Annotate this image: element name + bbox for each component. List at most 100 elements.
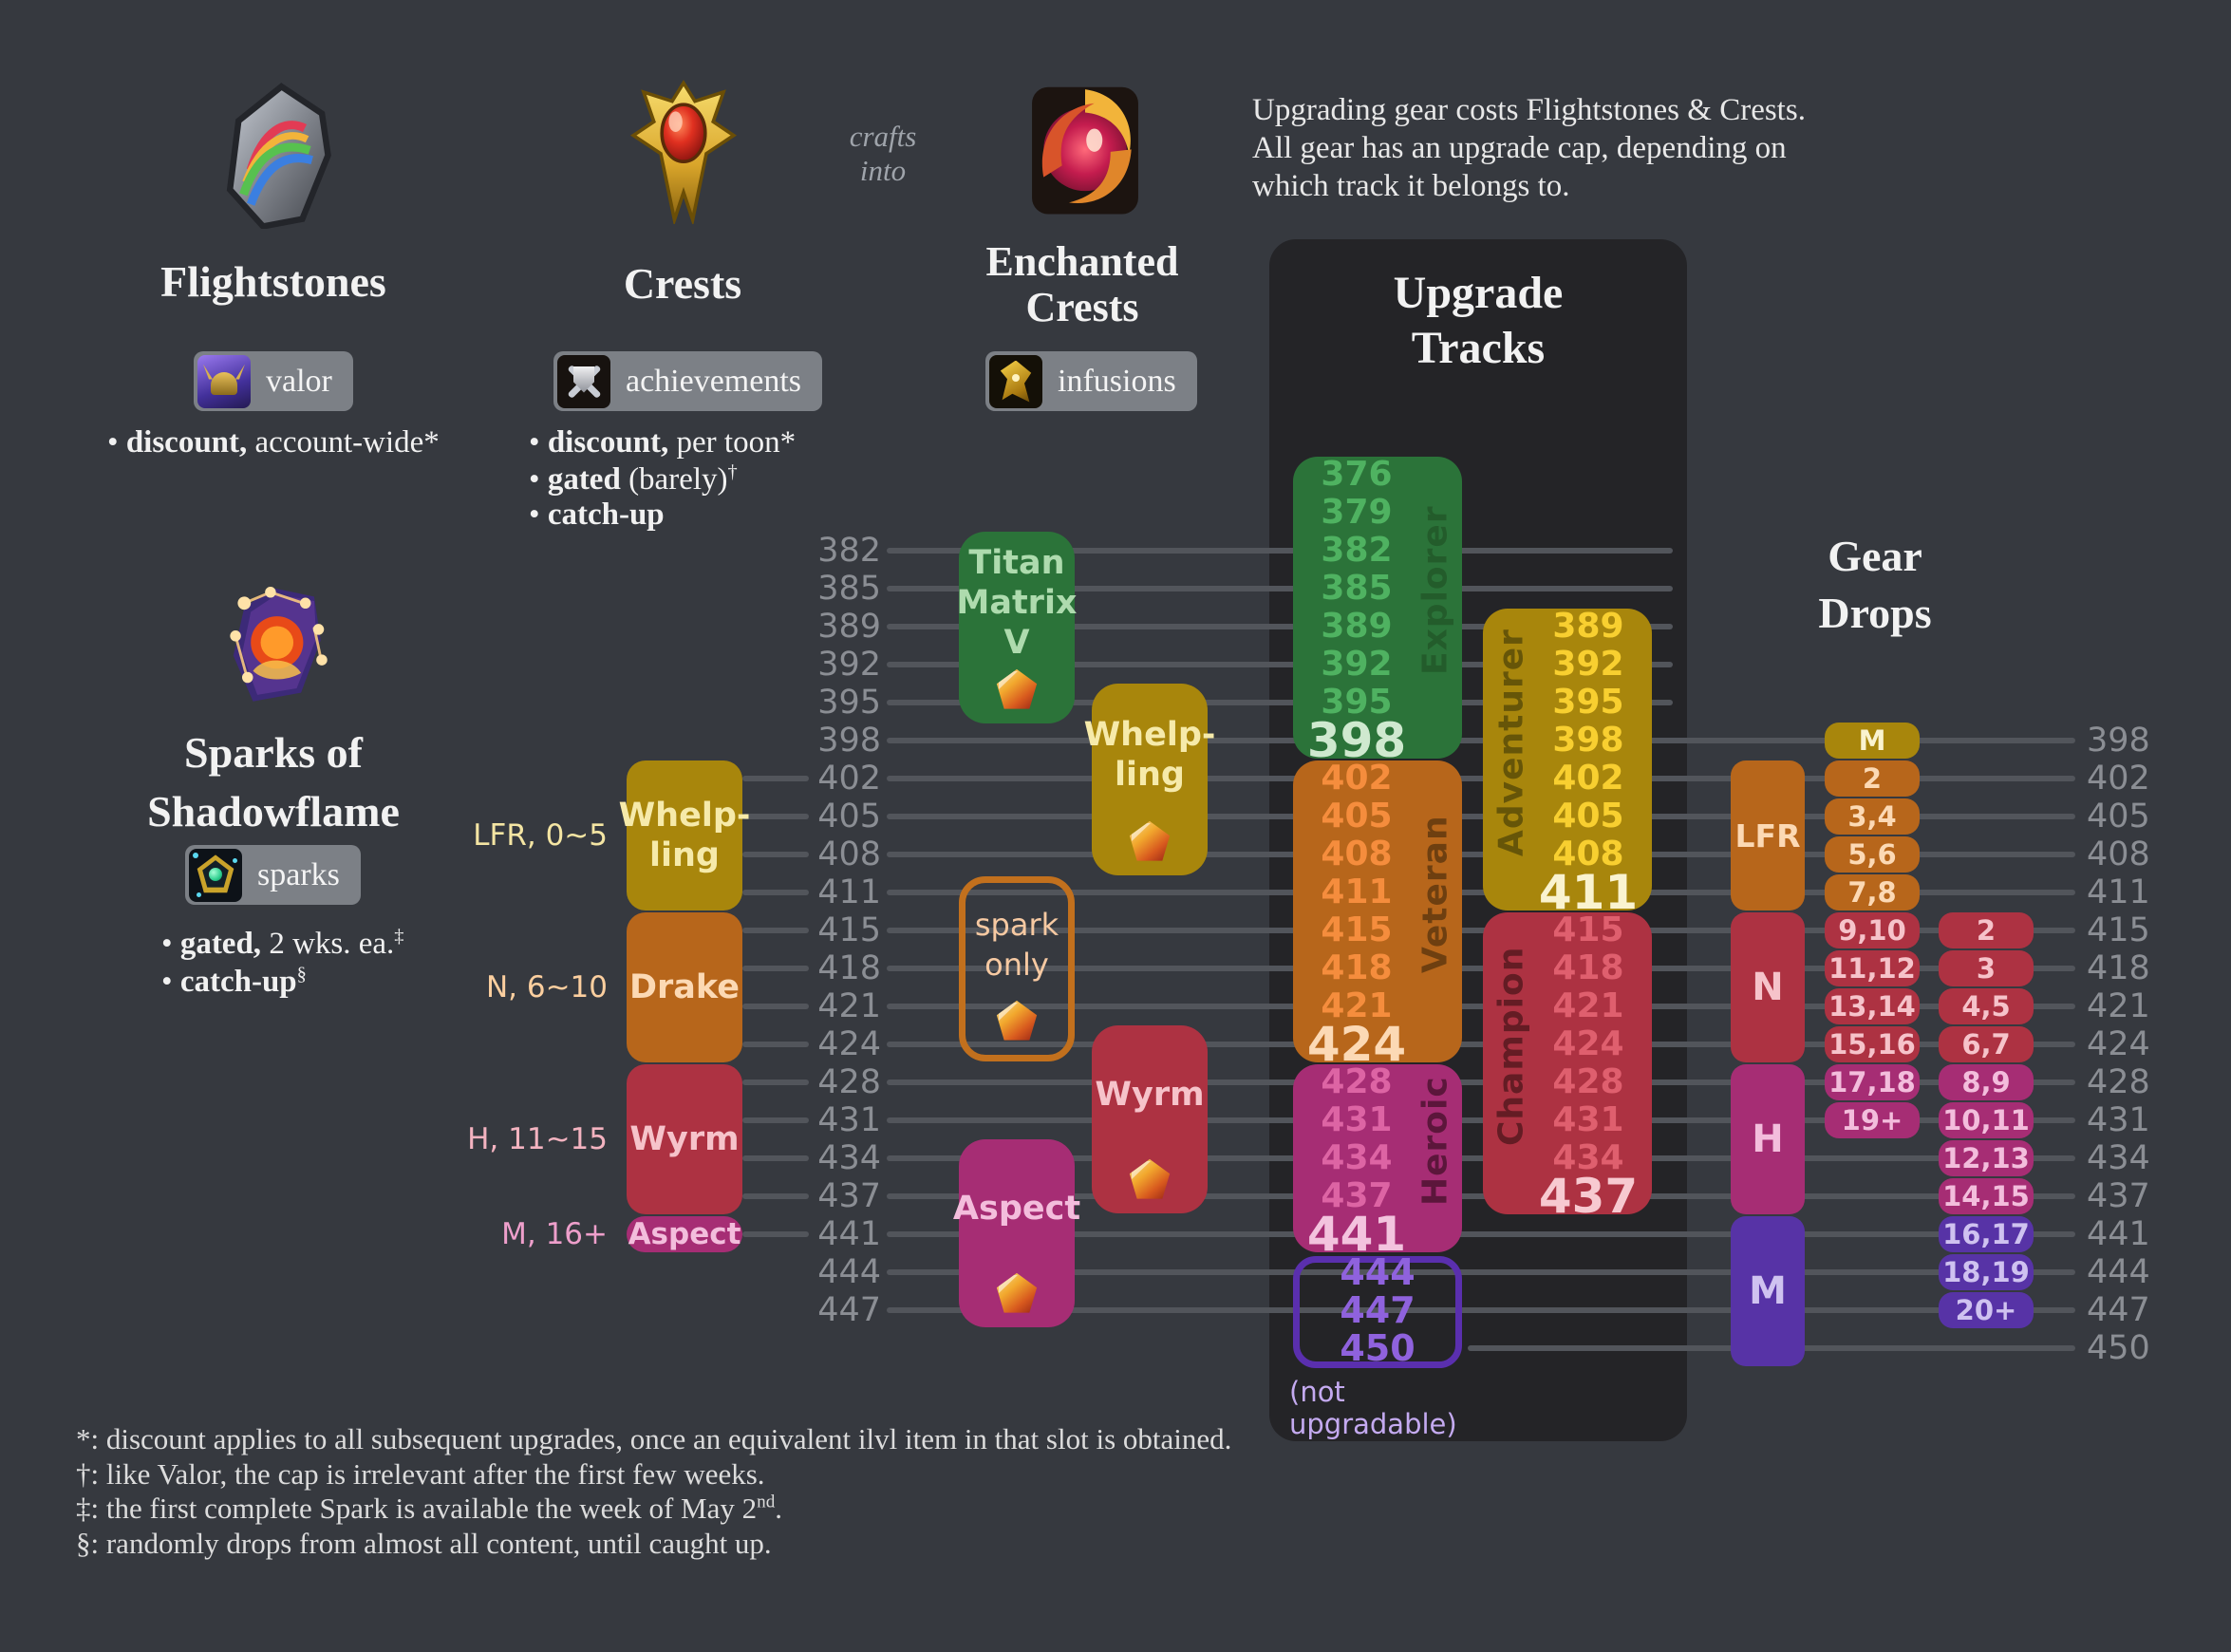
track-ilvl: 392 — [1552, 645, 1624, 684]
flightstones-bullet: • discount, account-wide* — [107, 425, 440, 460]
gridline-434 — [887, 1155, 2075, 1161]
gear-badge-19+: 19+ — [1825, 1102, 1920, 1138]
gridline-418 — [887, 966, 2075, 971]
track-ilvl: 421 — [1321, 986, 1393, 1025]
track-ilvl: 376 — [1321, 455, 1393, 494]
gear-difficulty-h: H — [1731, 1064, 1805, 1214]
gear-badge-9-10: 9,10 — [1825, 912, 1920, 948]
gridline-434 — [742, 1155, 809, 1161]
not-upgradable-note: (not upgradable) — [1289, 1376, 1457, 1440]
crest-block-drake: Drake — [627, 912, 742, 1062]
gridline-421 — [887, 1004, 2075, 1009]
gear-badge-2: 2 — [1939, 912, 2034, 948]
enchanted-block-label: only — [984, 946, 1049, 983]
track-name-vertical: Veteran — [1415, 815, 1455, 974]
axis-label-left-418: 418 — [817, 949, 881, 987]
axis-label-left-405: 405 — [817, 798, 881, 835]
axis-label-right-398: 398 — [2087, 722, 2150, 760]
track-cap-ilvl: 437 — [1538, 1169, 1639, 1224]
upgrade-tracks-title: Upgrade Tracks — [1393, 268, 1564, 373]
gridline-428 — [742, 1079, 809, 1085]
track-ilvl: 421 — [1552, 986, 1624, 1025]
track-ilvl: 408 — [1321, 835, 1393, 873]
gear-badge-4-5: 4,5 — [1939, 988, 2034, 1024]
enchanted-block-label: Wyrm — [1095, 1076, 1205, 1114]
axis-label-left-415: 415 — [817, 911, 881, 949]
valor-icon — [197, 354, 251, 408]
spark-gem-highlight — [1131, 1160, 1152, 1180]
track-ilvl: 398 — [1552, 721, 1624, 760]
crest-block-label: Aspect — [628, 1217, 741, 1251]
track-ilvl: 405 — [1552, 797, 1624, 835]
gridline-415 — [742, 928, 809, 933]
axis-label-right-415: 415 — [2087, 911, 2150, 949]
track-ilvl: 428 — [1552, 1062, 1624, 1101]
axis-label-left-428: 428 — [817, 1063, 881, 1101]
spark-gem-icon — [996, 668, 1038, 709]
track-name-vertical: Heroic — [1415, 1076, 1455, 1207]
gear-badge-15-16: 15,16 — [1825, 1026, 1920, 1062]
difficulty-range-label: H, 11~15 — [467, 1122, 608, 1156]
axis-label-left-385: 385 — [817, 570, 881, 608]
max-ilvl: 444 — [1340, 1251, 1415, 1293]
gridline-408 — [887, 852, 2075, 857]
gridline-447 — [887, 1307, 2075, 1313]
valor-badge-label: valor — [266, 363, 332, 399]
spark-gem-icon — [996, 1000, 1038, 1041]
gear-badge-12-13: 12,13 — [1939, 1140, 2034, 1176]
track-cap-ilvl: 424 — [1306, 1017, 1407, 1072]
crest-block-whelp-ling: Whelp-ling — [619, 760, 750, 910]
gear-badge-5-6: 5,6 — [1825, 836, 1920, 873]
gear-badge-3-4: 3,4 — [1825, 798, 1920, 835]
axis-label-right-411: 411 — [2087, 873, 2150, 911]
track-name-vertical: Explorer — [1415, 505, 1455, 676]
gridline-437 — [887, 1193, 2075, 1199]
axis-label-right-441: 441 — [2087, 1215, 2150, 1253]
max-ilvl: 447 — [1340, 1289, 1415, 1331]
intro-paragraph: Upgrading gear costs Flightstones & Cres… — [1252, 93, 1806, 203]
footnote-1: *: discount applies to all subsequent up… — [76, 1422, 1232, 1455]
axis-label-right-421: 421 — [2087, 987, 2150, 1025]
track-ilvl: 385 — [1321, 569, 1393, 608]
gridline-392 — [887, 662, 1673, 667]
track-ilvl: 405 — [1321, 797, 1393, 835]
track-ilvl: 402 — [1321, 759, 1393, 798]
crafts-into-label: crafts into — [849, 120, 917, 187]
gridline-382 — [887, 548, 1673, 554]
enchanted-block-wyrm: Wyrm — [1092, 1025, 1208, 1213]
axis-label-left-424: 424 — [817, 1025, 881, 1063]
enchanted-block-label: Titan — [968, 544, 1065, 582]
axis-label-right-418: 418 — [2087, 949, 2150, 987]
valor-badge: valor — [194, 351, 353, 411]
gridline-402 — [887, 776, 2075, 781]
axis-label-right-447: 447 — [2087, 1291, 2150, 1329]
track-ilvl: 431 — [1552, 1100, 1624, 1139]
track-name-vertical: Adventurer — [1491, 629, 1531, 856]
gridline-421 — [742, 1004, 809, 1009]
axis-label-left-392: 392 — [817, 646, 881, 684]
track-ilvl: 431 — [1321, 1100, 1393, 1139]
gridline-385 — [887, 586, 1673, 591]
gridline-437 — [742, 1193, 809, 1199]
gear-badge-13-14: 13,14 — [1825, 988, 1920, 1024]
gear-badge-20+: 20+ — [1939, 1292, 2034, 1328]
gridline-405 — [887, 814, 2075, 819]
difficulty-range-label: M, 16+ — [501, 1217, 608, 1251]
gridline-431 — [742, 1117, 809, 1123]
enchanted-block-label: Whelp- — [1083, 716, 1216, 754]
axis-label-left-398: 398 — [817, 722, 881, 760]
axis-label-right-408: 408 — [2087, 835, 2150, 873]
max-ilvl: 450 — [1340, 1327, 1415, 1369]
gridline-444 — [887, 1269, 2075, 1275]
gear-badge-16-17: 16,17 — [1939, 1216, 2034, 1252]
track-cap-ilvl: 398 — [1306, 713, 1407, 768]
axis-label-left-444: 444 — [817, 1253, 881, 1291]
track-ilvl: 382 — [1321, 531, 1393, 570]
gridline-441 — [887, 1231, 2075, 1237]
footnote-2: †: like Valor, the cap is irrelevant aft… — [76, 1456, 765, 1491]
gear-badge-17-18: 17,18 — [1825, 1064, 1920, 1100]
axis-label-right-431: 431 — [2087, 1101, 2150, 1139]
gridline-411 — [887, 890, 2075, 895]
track-ilvl: 434 — [1321, 1138, 1393, 1177]
